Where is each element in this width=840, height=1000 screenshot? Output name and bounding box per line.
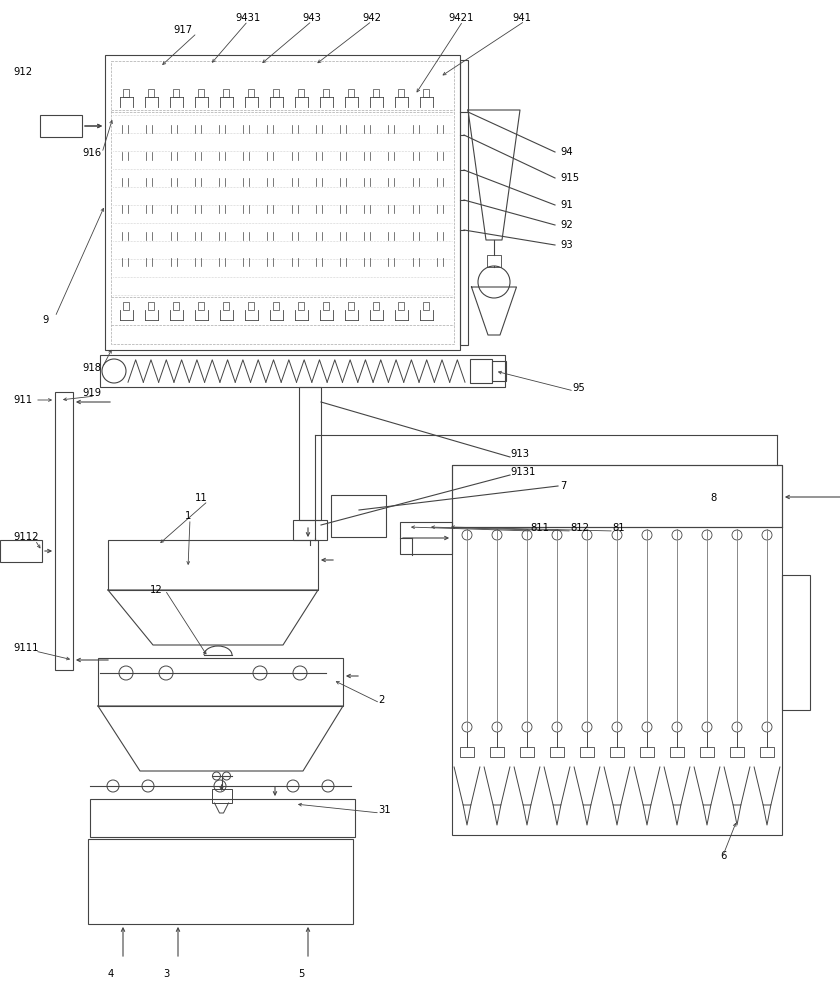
Bar [452,465,782,527]
Text: 7: 7 [560,481,566,491]
Text: 811: 811 [530,523,549,533]
Text: 9111: 9111 [13,643,39,653]
Bar [323,89,329,97]
Bar [248,89,255,97]
Bar [490,747,504,757]
Bar [730,747,744,757]
Text: 2: 2 [378,695,385,705]
Text: 8: 8 [710,493,717,503]
Bar [40,115,82,137]
Bar [123,302,129,310]
Bar [423,89,429,97]
Bar [400,522,452,554]
Bar [111,61,454,344]
Bar [223,302,229,310]
Text: 11: 11 [195,493,207,503]
Bar [348,89,354,97]
Bar [373,89,380,97]
Text: 6: 6 [720,851,727,861]
Bar [212,789,232,803]
Bar [373,302,380,310]
Bar [670,747,684,757]
Text: 913: 913 [510,449,529,459]
Text: 916: 916 [82,148,101,158]
Bar [460,747,474,757]
Text: 918: 918 [82,363,101,373]
Text: 9: 9 [42,315,49,325]
Bar [323,302,329,310]
Text: 1: 1 [185,511,192,521]
Text: 9112: 9112 [13,532,39,542]
Text: 31: 31 [378,805,391,815]
Text: 95: 95 [572,383,585,393]
Bar [452,465,782,835]
Bar [123,89,129,97]
Text: 91: 91 [560,200,573,210]
Text: 911: 911 [13,395,32,405]
Text: 942: 942 [362,13,381,23]
Text: 3: 3 [163,969,169,979]
Bar [470,359,492,383]
Bar [198,302,204,310]
Bar [293,520,327,540]
Bar [298,302,304,310]
Bar [100,355,505,387]
Text: 812: 812 [570,523,589,533]
Bar [105,55,460,350]
Bar [299,387,321,520]
Bar [198,89,204,97]
Bar [782,575,810,710]
Text: 94: 94 [560,147,573,157]
Text: 919: 919 [82,388,101,398]
Text: 81: 81 [612,523,625,533]
Bar [640,747,654,757]
Bar [348,302,354,310]
Bar [88,839,353,924]
Bar [580,747,594,757]
Bar [760,747,774,757]
Bar [273,89,280,97]
Bar [700,747,714,757]
Bar [148,89,155,97]
Text: 9131: 9131 [510,467,535,477]
Bar [492,361,506,381]
Text: 9431: 9431 [235,13,260,23]
Text: 912: 912 [13,67,32,77]
Bar [108,540,318,590]
Bar [98,658,343,706]
Bar [550,747,564,757]
Bar [248,302,255,310]
Bar [487,255,501,267]
Bar [55,392,73,670]
Bar [273,302,280,310]
Bar [520,747,534,757]
Bar [398,302,404,310]
Bar [423,302,429,310]
Text: 4: 4 [108,969,114,979]
Bar [298,89,304,97]
Text: 9421: 9421 [448,13,474,23]
Text: 92: 92 [560,220,573,230]
Text: 943: 943 [302,13,321,23]
Text: 941: 941 [512,13,531,23]
Bar [331,495,386,537]
Text: 93: 93 [560,240,573,250]
Bar [398,89,404,97]
Bar [610,747,624,757]
Bar [0,540,42,562]
Text: 5: 5 [298,969,304,979]
Text: 12: 12 [150,585,163,595]
Bar [223,89,229,97]
Bar [460,60,468,345]
Bar [173,302,180,310]
Bar [90,799,355,837]
Bar [148,302,155,310]
Bar [173,89,180,97]
Text: 915: 915 [560,173,579,183]
Text: 917: 917 [173,25,192,35]
